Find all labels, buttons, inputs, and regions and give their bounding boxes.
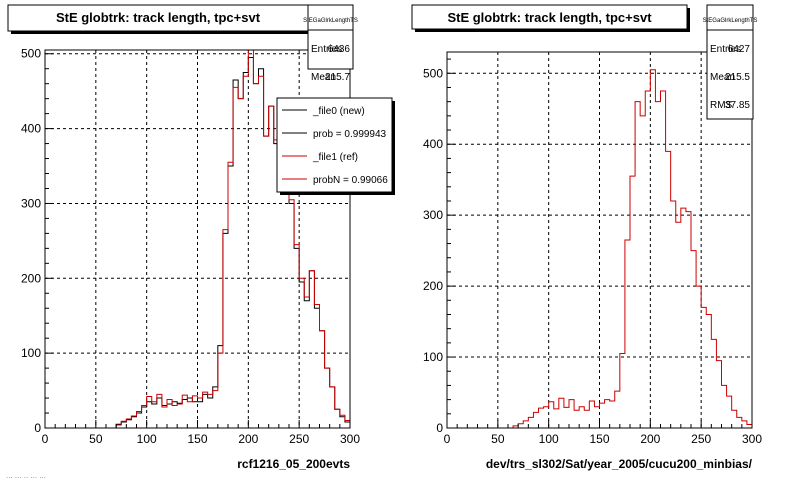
y-tick-label: 300 [423,208,443,222]
stats-value: 215.5 [725,72,750,83]
x-tick-label: 50 [491,432,505,446]
legend-label: _file0 (new) [312,106,365,117]
x-tick-label: 250 [289,432,309,446]
stats-value: 37.85 [725,100,750,111]
x-tick-label: 100 [539,432,559,446]
stats-box [307,4,354,70]
histogram-series-ref [447,69,752,429]
stats-label: Mean [710,72,735,83]
x-tick-label: 0 [42,432,49,446]
title-box [7,4,309,32]
chart-title: StE globtrk: track length, tpc+svt [56,10,261,25]
y-tick-label: 0 [34,421,41,435]
chart-title: StE globtrk: track length, tpc+svt [447,10,652,25]
y-tick-label: 400 [21,122,41,136]
y-tick-label: 100 [21,346,41,360]
y-tick-label: 400 [423,137,443,151]
x-tick-label: 0 [444,432,451,446]
stats-box [706,4,754,120]
x-axis-label: rcf1216_05_200evts [237,457,350,471]
x-tick-label: 50 [89,432,103,446]
stats-name: StEGaGlrkLengthTS [703,18,758,24]
left-histogram-panel: 0 50 100 150 200 250 300 0 100 200 300 400 500 rcf121… [7,4,395,471]
histogram-series-ref [45,49,350,429]
y-tick-label: 0 [436,421,443,435]
y-tick-label: 200 [423,279,443,293]
stats-value: 6436 [328,44,351,55]
x-tick-label: 200 [238,432,258,446]
x-axis-label: dev/trs_sl302/Sat/year_2005/cucu200_minb… [486,457,753,471]
y-tick-label: 500 [423,66,443,80]
y-tick-label: 500 [21,47,41,61]
y-tick-label: 300 [21,196,41,210]
x-tick-label: 150 [187,432,207,446]
right-histogram-panel: 0 50 100 150 200 250 300 0 100 200 300 400 500 dev/tr… [411,4,762,471]
x-tick-label: 250 [691,432,711,446]
y-tick-label: 100 [423,350,443,364]
stats-label: Entries [710,44,741,55]
stats-label: Mean [311,72,336,83]
legend-label: probN = 0.99066 [313,175,388,186]
x-tick-label: 200 [640,432,660,446]
x-tick-label: 100 [137,432,157,446]
title-box [411,4,688,30]
x-tick-label: 150 [589,432,609,446]
x-tick-label: 300 [340,432,360,446]
footer-text: ... ... .. ... ... [6,471,46,480]
y-tick-label: 200 [21,271,41,285]
legend-label: prob = 0.999943 [313,129,387,140]
stats-value: 215.7 [325,72,350,83]
stats-label: RMS [710,100,733,111]
stats-label: Entries [311,44,342,55]
x-tick-label: 300 [742,432,762,446]
legend-box [276,97,393,193]
legend-label: _file1 (ref) [312,152,358,163]
stats-name: StEGaGlrkLengthTS [303,18,358,24]
stats-value: 6427 [728,44,751,55]
